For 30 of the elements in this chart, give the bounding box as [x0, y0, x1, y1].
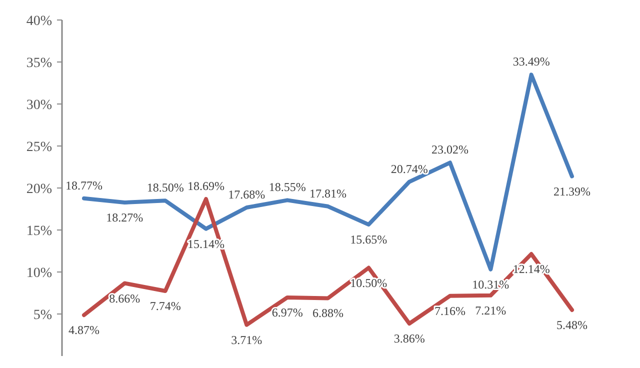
data-label: 7.21% [475, 303, 506, 318]
data-label: 17.68% [228, 187, 266, 202]
data-label: 7.16% [434, 304, 466, 318]
y-tick-label: 30% [26, 98, 52, 113]
y-tick-label: 35% [26, 56, 52, 71]
y-tick-label: 25% [26, 140, 52, 155]
data-label: 18.50% [146, 180, 184, 195]
data-label: 18.69% [188, 179, 224, 194]
data-label: 15.65% [350, 232, 388, 247]
data-label: 23.02% [432, 142, 468, 157]
data-label: 6.88% [312, 306, 344, 320]
y-tick-label: 5% [33, 308, 52, 323]
data-label: 4.87% [68, 323, 100, 338]
y-tick-label: 40% [26, 14, 52, 29]
data-label: 3.71% [231, 332, 262, 347]
y-tick-label: 10% [26, 266, 52, 281]
data-label: 8.66% [109, 291, 140, 306]
data-label: 6.97% [272, 305, 303, 320]
data-label: 33.49% [512, 54, 550, 69]
data-label: 18.77% [66, 178, 102, 192]
data-label: 18.55% [268, 180, 306, 194]
data-label: 18.27% [106, 210, 144, 225]
data-label: 5.48% [556, 318, 588, 332]
data-label: 17.81% [310, 186, 346, 200]
y-tick-label: 15% [26, 224, 52, 239]
y-tick-label: 20% [26, 182, 52, 197]
data-label: 21.39% [554, 184, 590, 198]
data-label: 7.74% [150, 298, 181, 313]
data-label: 20.74% [390, 162, 428, 176]
data-label: 3.86% [394, 332, 425, 346]
